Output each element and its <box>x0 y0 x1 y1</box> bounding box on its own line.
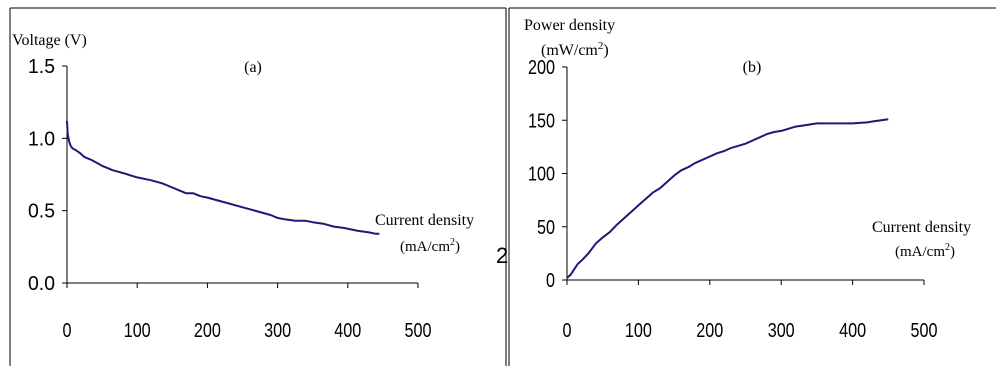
panel-label-a: (a) <box>244 59 262 76</box>
y-tick-label-b: 200 <box>528 57 555 79</box>
x-tick-label-a: 300 <box>264 320 291 342</box>
y-axis-unit-sup-b: 2 <box>598 40 604 52</box>
x-axis-unit-b: (mA/cm <box>895 244 945 260</box>
x-tick-label-b: 500 <box>911 320 938 342</box>
x-axis-title-a-line1: Current density <box>375 212 474 229</box>
y-tick-label-b: 50 <box>537 217 555 239</box>
stray-glyph: 2 <box>496 243 508 268</box>
x-axis-unit-sup-b: 2 <box>945 242 950 253</box>
x-axis-title-b-line2: (mA/cm2) <box>895 242 955 260</box>
panel-b-frame <box>508 7 996 366</box>
y-axis-title-a: Voltage (V) <box>12 32 87 49</box>
chart-panel-a: Voltage (V) (a) Current density (mA/cm2)… <box>12 32 474 342</box>
x-tick-label-b: 200 <box>696 320 723 342</box>
y-tick-label-a: 0.5 <box>28 201 55 223</box>
x-axis-unit-sup-a: 2 <box>450 237 455 248</box>
tick-labels-a: 0.0 0.5 1.0 1.5 0 100 200 300 400 500 <box>28 56 432 342</box>
x-axis-unit-end-b: ) <box>950 244 955 260</box>
series-line-b <box>566 118 889 279</box>
panel-a-frame <box>9 7 507 366</box>
y-axis-title-b-line1: Power density <box>524 17 615 34</box>
series-b <box>566 118 889 279</box>
y-axis-unit-end-b: ) <box>603 42 608 59</box>
axes-a <box>62 65 419 288</box>
y-tick-label-b: 100 <box>528 164 555 186</box>
x-tick-label-a: 200 <box>194 320 221 342</box>
y-tick-label-a: 1.5 <box>28 56 55 78</box>
x-tick-label-b: 0 <box>563 320 572 342</box>
x-tick-label-a: 0 <box>63 320 72 342</box>
chart-panel-b: Power density (mW/cm2) (b) Current densi… <box>524 17 971 342</box>
x-tick-label-a: 100 <box>124 320 151 342</box>
x-tick-label-b: 400 <box>839 320 866 342</box>
series-line-a <box>66 120 380 235</box>
y-tick-label-b: 0 <box>546 270 555 292</box>
x-axis-title-a-line2: (mA/cm2) <box>400 237 460 255</box>
x-tick-label-b: 100 <box>625 320 652 342</box>
x-axis-title-b-line1: Current density <box>872 219 971 236</box>
y-tick-label-a: 0.0 <box>28 273 55 295</box>
tick-labels-b: 0 50 100 150 200 0 100 200 300 400 500 <box>528 57 938 342</box>
y-axis-title-b-line2: (mW/cm2) <box>541 40 609 59</box>
x-tick-label-a: 400 <box>334 320 361 342</box>
y-axis-unit-b: (mW/cm <box>541 42 598 59</box>
x-tick-label-a: 500 <box>405 320 432 342</box>
y-tick-label-a: 1.0 <box>28 128 55 150</box>
panel-label-b: (b) <box>743 59 762 76</box>
x-axis-unit-a: (mA/cm <box>400 239 450 255</box>
series-a <box>66 120 380 235</box>
axes-b <box>562 66 925 285</box>
x-axis-unit-end-a: ) <box>455 239 460 255</box>
x-tick-label-b: 300 <box>768 320 795 342</box>
y-tick-label-b: 150 <box>528 110 555 132</box>
